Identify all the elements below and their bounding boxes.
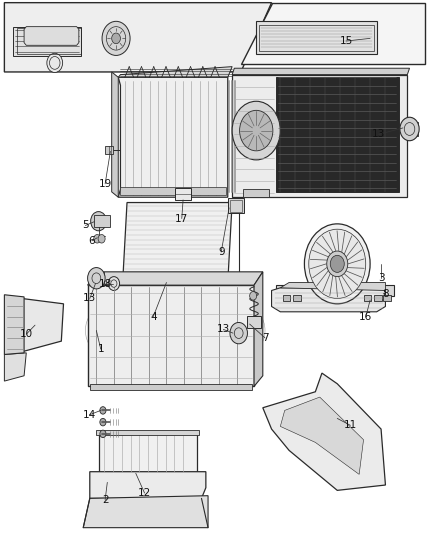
Text: 13: 13 [372, 130, 385, 139]
Text: 8: 8 [382, 289, 389, 299]
Polygon shape [88, 272, 263, 285]
Polygon shape [4, 295, 24, 354]
Text: 5: 5 [82, 221, 89, 230]
Bar [407, 122, 418, 136]
Circle shape [250, 292, 257, 300]
Circle shape [232, 101, 280, 160]
Bar [94, 215, 110, 227]
Circle shape [102, 21, 130, 55]
Bar [283, 295, 290, 301]
Bar [17, 28, 81, 54]
Polygon shape [88, 285, 254, 386]
Circle shape [309, 229, 366, 298]
Text: 14: 14 [83, 410, 96, 419]
Polygon shape [83, 496, 208, 528]
Polygon shape [280, 397, 364, 474]
Polygon shape [123, 203, 232, 282]
Bar [96, 430, 199, 435]
Polygon shape [4, 353, 26, 381]
Polygon shape [280, 282, 385, 290]
Bar [175, 188, 191, 200]
Circle shape [100, 407, 106, 414]
Bar [293, 295, 301, 301]
Bar [120, 187, 226, 195]
Polygon shape [232, 75, 407, 197]
Text: 9: 9 [218, 247, 225, 257]
Polygon shape [90, 472, 206, 498]
Bar [90, 272, 104, 284]
Polygon shape [118, 67, 232, 77]
Polygon shape [118, 77, 228, 197]
Text: 6: 6 [88, 236, 95, 246]
Text: 3: 3 [378, 273, 385, 283]
Bar [90, 384, 252, 390]
Circle shape [112, 33, 120, 44]
Text: 7: 7 [261, 333, 268, 343]
Bar [256, 21, 377, 54]
Bar [13, 27, 81, 56]
Bar [243, 189, 269, 197]
Bar [228, 198, 244, 213]
Circle shape [91, 212, 106, 231]
Circle shape [98, 235, 105, 243]
Polygon shape [112, 72, 118, 197]
Polygon shape [4, 3, 272, 72]
Bar [99, 433, 197, 473]
Circle shape [88, 268, 105, 289]
Text: 10: 10 [20, 329, 33, 339]
Bar [259, 25, 374, 51]
Circle shape [230, 322, 247, 344]
Polygon shape [272, 288, 385, 312]
Polygon shape [263, 373, 385, 490]
Bar [247, 316, 261, 328]
Polygon shape [232, 68, 410, 75]
Circle shape [94, 235, 101, 243]
Circle shape [240, 110, 273, 151]
Text: 15: 15 [339, 36, 353, 46]
Bar [374, 295, 382, 301]
Polygon shape [24, 27, 79, 45]
Circle shape [47, 53, 63, 72]
Circle shape [100, 430, 106, 438]
Polygon shape [254, 272, 263, 386]
Circle shape [333, 259, 342, 269]
Text: 19: 19 [99, 179, 112, 189]
Text: 11: 11 [344, 421, 357, 430]
Text: 17: 17 [175, 214, 188, 223]
Circle shape [327, 251, 348, 277]
Circle shape [108, 277, 120, 290]
Bar [230, 200, 242, 212]
Text: 18: 18 [99, 279, 112, 288]
Bar [364, 295, 371, 301]
Circle shape [330, 255, 344, 272]
Text: 12: 12 [138, 488, 151, 498]
Polygon shape [241, 3, 425, 64]
Polygon shape [9, 298, 64, 352]
Text: 13: 13 [83, 294, 96, 303]
Text: 1: 1 [97, 344, 104, 354]
Circle shape [100, 418, 106, 426]
Text: 13: 13 [217, 325, 230, 334]
Text: 16: 16 [359, 312, 372, 322]
Polygon shape [276, 285, 394, 296]
Bar [383, 295, 391, 301]
Circle shape [400, 117, 419, 141]
Polygon shape [276, 77, 399, 192]
Circle shape [304, 224, 370, 304]
Bar [105, 146, 113, 154]
Text: 4: 4 [150, 312, 157, 321]
Text: 2: 2 [102, 495, 109, 505]
